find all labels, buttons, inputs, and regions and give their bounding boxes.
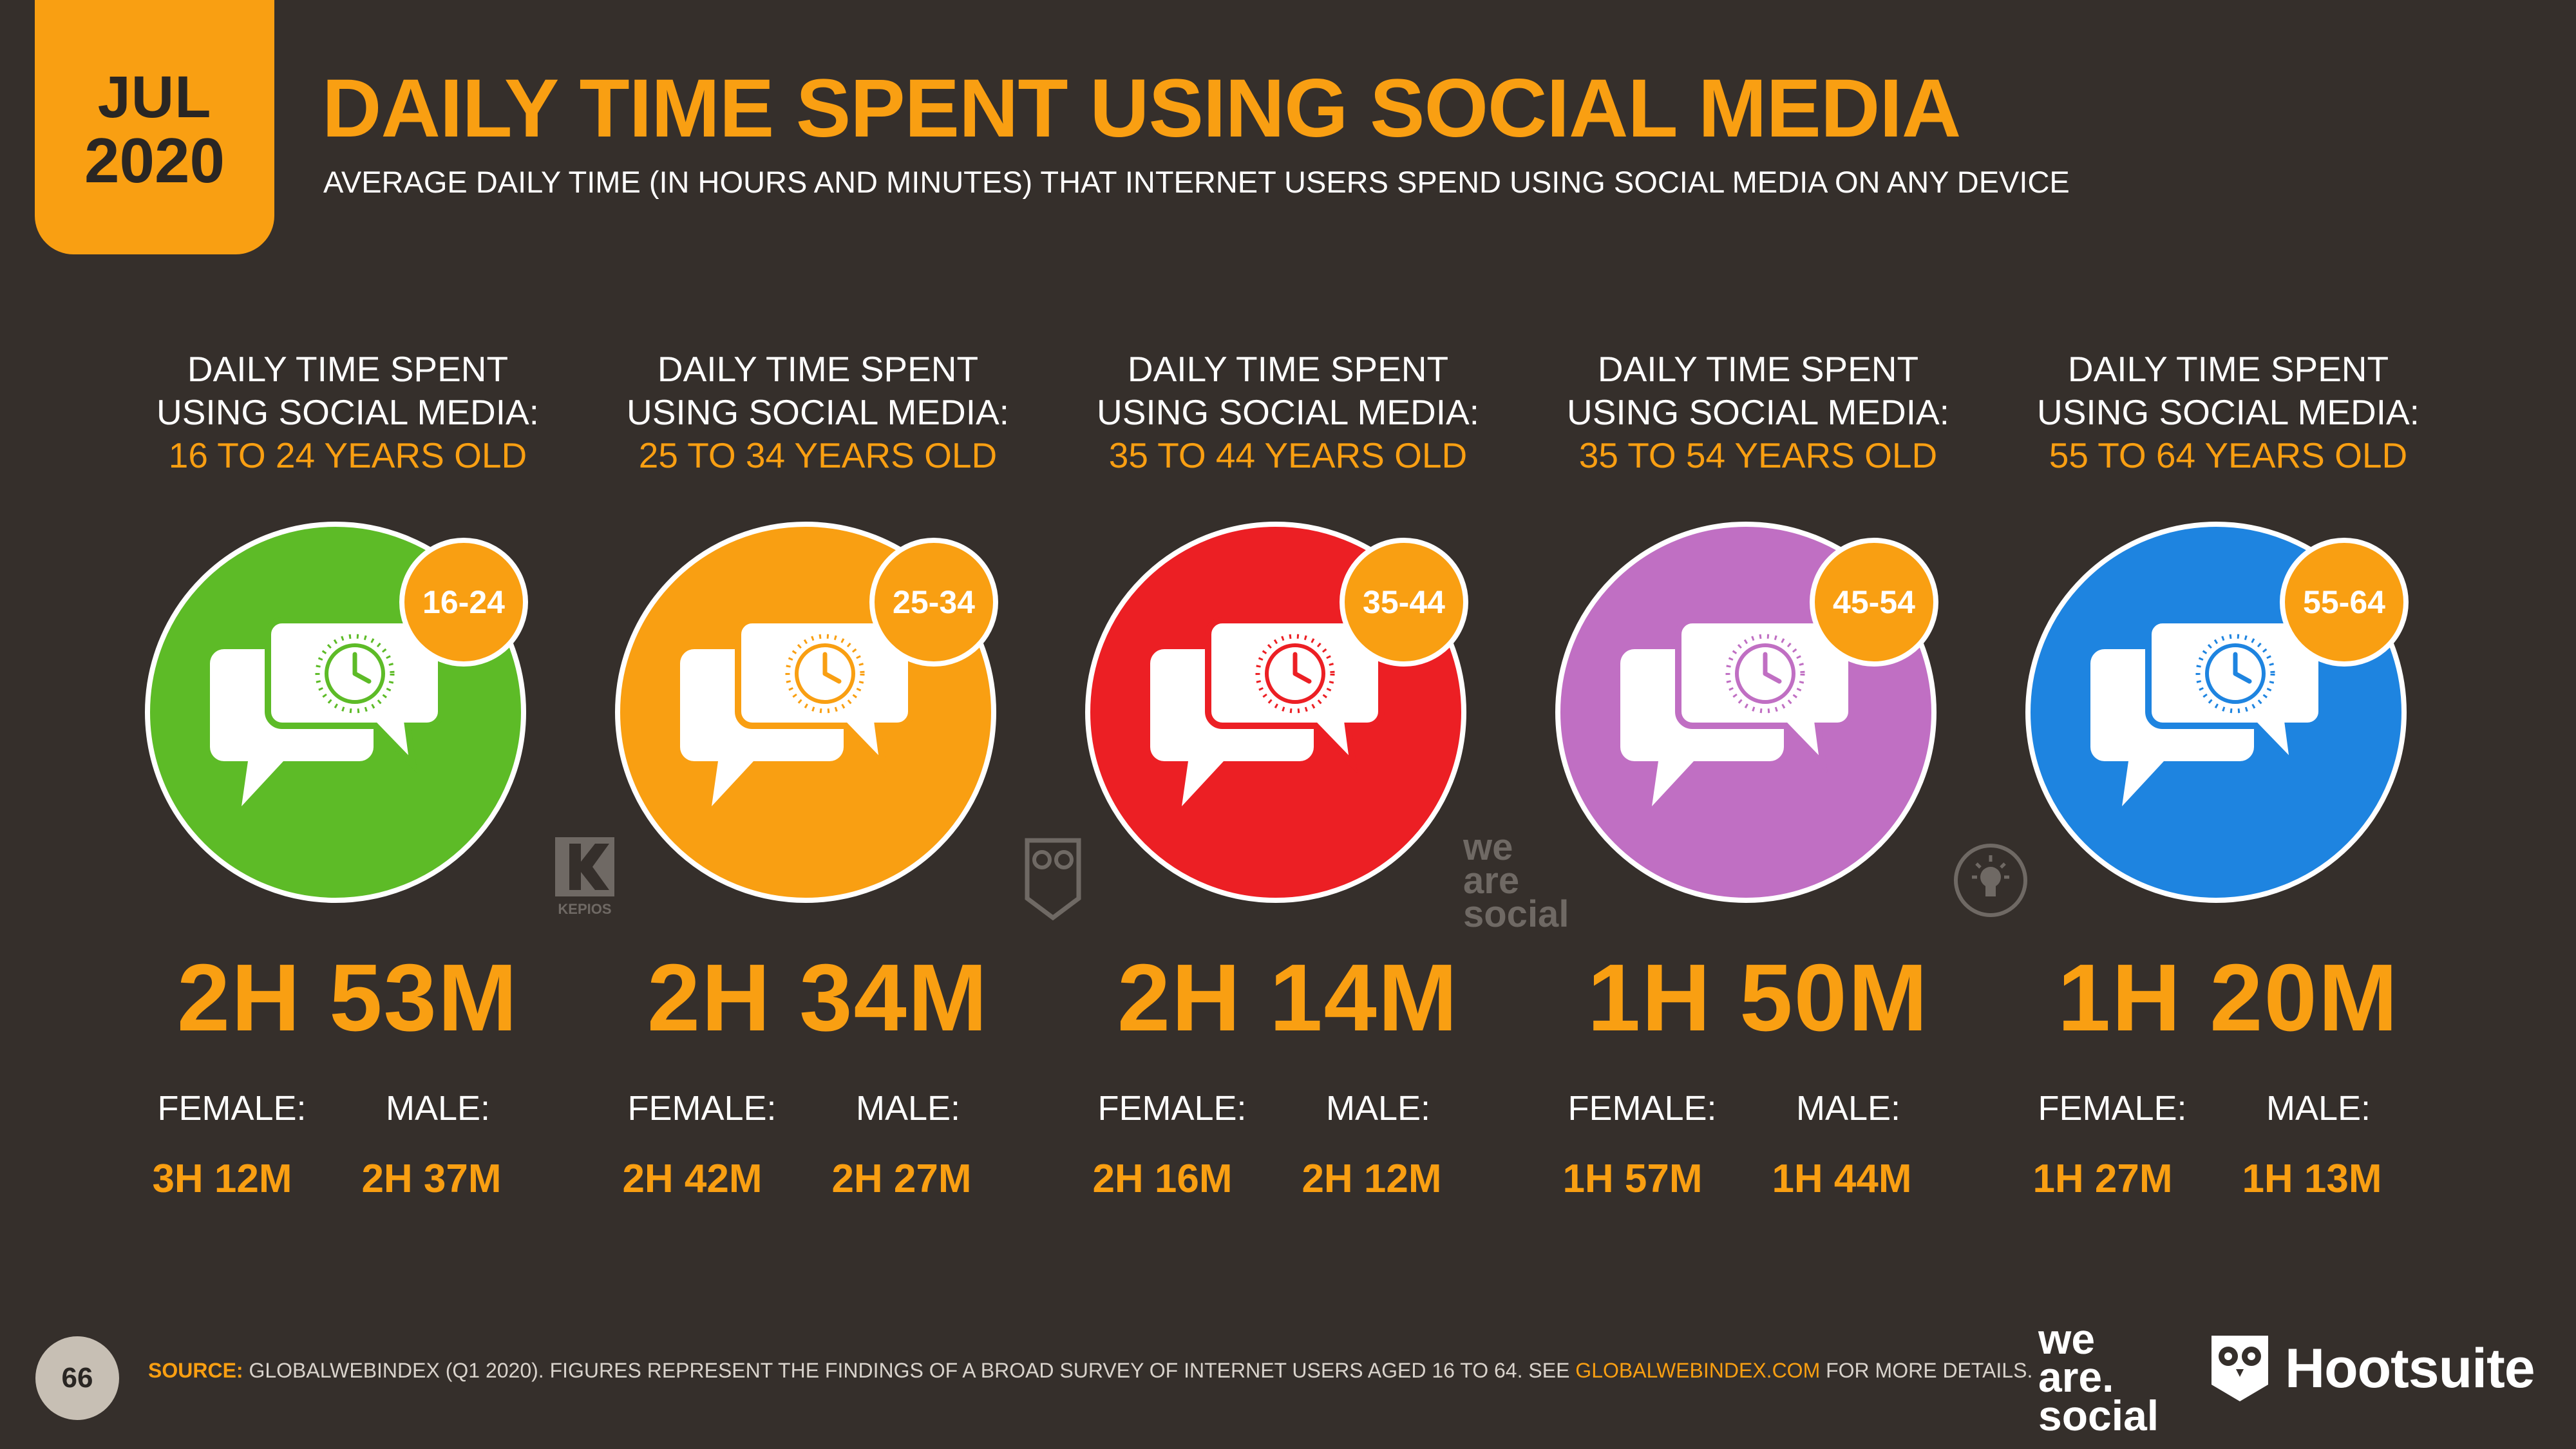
male-label: MALE: xyxy=(2266,1089,2371,1128)
chat-clock-icon xyxy=(2090,617,2325,806)
date-year: 2020 xyxy=(84,125,225,196)
panel-heading: DAILY TIME SPENT USING SOCIAL MEDIA: 16 TO… xyxy=(113,348,583,477)
male-time: 1H 13M xyxy=(2242,1157,2382,1201)
panel-heading-line1: DAILY TIME SPENT xyxy=(187,349,509,389)
was-logo-we: we xyxy=(2038,1315,2096,1363)
male-label: MALE: xyxy=(1795,1089,1901,1128)
male-time: 2H 27M xyxy=(831,1157,972,1201)
panel-heading: DAILY TIME SPENT USING SOCIAL MEDIA: 35 TO… xyxy=(1523,348,1993,477)
hootsuite-watermark xyxy=(1024,837,1082,924)
age-badge: 25-34 xyxy=(869,538,998,667)
was-watermark: we are social xyxy=(1463,826,1569,936)
panel-heading-line2: USING SOCIAL MEDIA: xyxy=(1097,392,1479,432)
source-text: GLOBALWEBINDEX (Q1 2020). FIGURES REPRES… xyxy=(249,1359,1570,1382)
total-time: 2H 34M xyxy=(647,945,989,1051)
panel-heading-line2: USING SOCIAL MEDIA: xyxy=(156,392,539,432)
age-panel-25-34: DAILY TIME SPENT USING SOCIAL MEDIA: 25 TO… xyxy=(583,348,1053,1224)
panel-heading-line2: USING SOCIAL MEDIA: xyxy=(627,392,1009,432)
kepios-watermark: KEPIOS xyxy=(553,837,617,918)
male-label: MALE: xyxy=(385,1089,491,1128)
panel-heading-line2: USING SOCIAL MEDIA: xyxy=(2037,392,2420,432)
hootsuite-wordmark: Hootsuite xyxy=(2285,1337,2535,1399)
panel-heading-line1: DAILY TIME SPENT xyxy=(2067,349,2389,389)
female-label: FEMALE: xyxy=(627,1089,777,1128)
source-note: SOURCE: GLOBALWEBINDEX (Q1 2020). FIGURE… xyxy=(148,1359,2032,1383)
page-number: 66 xyxy=(35,1336,119,1420)
female-time: 1H 27M xyxy=(2032,1157,2173,1201)
panel-age-label: 25 TO 34 YEARS OLD xyxy=(638,435,998,475)
total-time: 1H 20M xyxy=(2057,945,2400,1051)
age-circle: 55-64 xyxy=(2025,522,2412,908)
age-badge: 55-64 xyxy=(2280,538,2409,667)
age-circle: 45-54 xyxy=(1555,522,1942,908)
age-panel-45-54: DAILY TIME SPENT USING SOCIAL MEDIA: 35 TO… xyxy=(1523,348,1993,1224)
was-logo-social: social xyxy=(2038,1391,2159,1439)
page-title: DAILY TIME SPENT USING SOCIAL MEDIA xyxy=(322,62,1961,155)
kepios-label: KEPIOS xyxy=(558,901,612,917)
panel-heading-line1: DAILY TIME SPENT xyxy=(1127,349,1449,389)
panel-heading-line1: DAILY TIME SPENT xyxy=(657,349,979,389)
kepios-icon xyxy=(555,837,614,896)
male-time: 1H 44M xyxy=(1772,1157,1912,1201)
female-label: FEMALE: xyxy=(1567,1089,1717,1128)
hootsuite-logo: Hootsuite xyxy=(2209,1333,2535,1404)
total-time: 2H 14M xyxy=(1117,945,1459,1051)
female-label: FEMALE: xyxy=(157,1089,307,1128)
age-circle: 16-24 xyxy=(145,522,531,908)
age-circle: 25-34 xyxy=(615,522,1001,908)
chat-clock-icon xyxy=(680,617,914,806)
age-panel-16-24: DAILY TIME SPENT USING SOCIAL MEDIA: 16 TO… xyxy=(113,348,583,1224)
female-time: 1H 57M xyxy=(1562,1157,1703,1201)
female-time: 2H 16M xyxy=(1092,1157,1233,1201)
was-logo-are: are. xyxy=(2038,1353,2114,1401)
age-badge: 45-54 xyxy=(1810,538,1938,667)
panel-heading-line2: USING SOCIAL MEDIA: xyxy=(1567,392,1949,432)
female-label: FEMALE: xyxy=(1097,1089,1247,1128)
panel-heading: DAILY TIME SPENT USING SOCIAL MEDIA: 25 TO… xyxy=(583,348,1053,477)
page-subtitle: AVERAGE DAILY TIME (IN HOURS AND MINUTES… xyxy=(323,165,2070,199)
age-badge: 35-44 xyxy=(1340,538,1468,667)
hootsuite-owl-icon xyxy=(2211,1336,2268,1401)
lightbulb-watermark xyxy=(1953,842,2029,922)
source-tail: FOR MORE DETAILS. xyxy=(1826,1359,2033,1382)
source-link[interactable]: GLOBALWEBINDEX.COM xyxy=(1575,1359,1821,1382)
panel-heading: DAILY TIME SPENT USING SOCIAL MEDIA: 55 TO… xyxy=(1993,348,2463,477)
lightbulb-icon xyxy=(1954,844,2027,917)
male-label: MALE: xyxy=(855,1089,961,1128)
was-watermark-are: are xyxy=(1463,860,1520,902)
chat-clock-icon xyxy=(1620,617,1855,806)
chat-clock-icon xyxy=(210,617,444,806)
age-badge: 16-24 xyxy=(399,538,528,667)
female-time: 3H 12M xyxy=(152,1157,292,1201)
date-badge: JUL 2020 xyxy=(35,0,274,254)
panel-heading: DAILY TIME SPENT USING SOCIAL MEDIA: 35 TO… xyxy=(1053,348,1523,477)
was-watermark-we: we xyxy=(1463,826,1513,868)
female-time: 2H 42M xyxy=(622,1157,762,1201)
female-label: FEMALE: xyxy=(2038,1089,2187,1128)
age-panel-55-64: DAILY TIME SPENT USING SOCIAL MEDIA: 55 TO… xyxy=(1993,348,2463,1224)
male-time: 2H 37M xyxy=(361,1157,502,1201)
panel-age-label: 35 TO 44 YEARS OLD xyxy=(1108,435,1468,475)
age-panel-35-44: DAILY TIME SPENT USING SOCIAL MEDIA: 35 TO… xyxy=(1053,348,1523,1224)
male-label: MALE: xyxy=(1325,1089,1431,1128)
total-time: 2H 53M xyxy=(176,945,519,1051)
male-time: 2H 12M xyxy=(1302,1157,1442,1201)
total-time: 1H 50M xyxy=(1587,945,1929,1051)
panel-age-label: 55 TO 64 YEARS OLD xyxy=(2049,435,2408,475)
source-label: SOURCE: xyxy=(148,1359,243,1382)
owl-icon xyxy=(1025,838,1081,921)
panel-heading-line1: DAILY TIME SPENT xyxy=(1597,349,1919,389)
age-circle: 35-44 xyxy=(1085,522,1472,908)
panel-age-label: 35 TO 54 YEARS OLD xyxy=(1578,435,1938,475)
panel-age-label: 16 TO 24 YEARS OLD xyxy=(168,435,527,475)
date-month: JUL xyxy=(97,64,212,130)
we-are-social-logo: we are. social xyxy=(2038,1315,2167,1439)
was-watermark-social: social xyxy=(1463,893,1569,936)
